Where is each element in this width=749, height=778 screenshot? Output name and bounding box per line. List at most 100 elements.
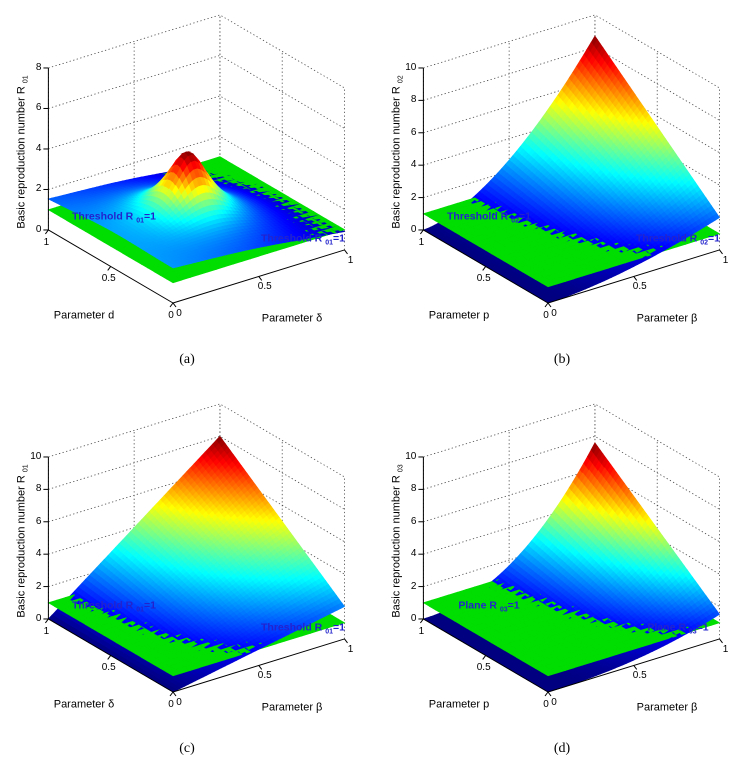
z-axis-label-subscript: 01 bbox=[22, 75, 30, 84]
tick-label: 8 bbox=[410, 483, 417, 495]
surface-plot-canvas-c bbox=[0, 389, 374, 729]
z-axis-label-subscript: 02 bbox=[397, 75, 405, 84]
threshold-label-suffix: =1 bbox=[333, 621, 345, 634]
tick-label: 0.5 bbox=[257, 281, 272, 293]
tick-label: 1 bbox=[347, 254, 354, 266]
tick-label: 10 bbox=[405, 450, 417, 462]
threshold-label-subscript: 01 bbox=[325, 628, 333, 636]
threshold-label-text: Threshold R bbox=[72, 599, 134, 612]
tick-label: 0 bbox=[543, 699, 549, 710]
tick-label: 1 bbox=[347, 643, 354, 655]
tick-label: 0 bbox=[543, 310, 549, 321]
x-axis-label: Parameter δ bbox=[261, 312, 323, 325]
tick-label: 1 bbox=[418, 236, 425, 248]
threshold-label-suffix: =1 bbox=[708, 232, 720, 245]
threshold-label-subscript: 02 bbox=[511, 217, 519, 225]
tick-label: 6 bbox=[410, 515, 417, 527]
tick-label: 2 bbox=[410, 191, 417, 203]
tick-label: 2 bbox=[410, 580, 417, 592]
tick-label: 2 bbox=[35, 183, 42, 195]
tick-label: 1 bbox=[722, 254, 729, 266]
surface-plot-canvas-b bbox=[375, 0, 749, 340]
threshold-label-subscript: 01 bbox=[325, 239, 333, 247]
y-axis-label: Parameter p bbox=[428, 698, 490, 711]
tick-label: 4 bbox=[35, 142, 42, 154]
threshold-plane-label-right: Plane R 03=1 bbox=[647, 622, 708, 635]
threshold-label-suffix: =1 bbox=[144, 599, 156, 612]
tick-label: 8 bbox=[35, 483, 42, 495]
tick-label: 0 bbox=[168, 310, 174, 321]
threshold-plane-label-right: Threshold R 01=1 bbox=[261, 233, 345, 246]
threshold-plane-label-right: Threshold R 01=1 bbox=[261, 622, 345, 635]
threshold-plane-label-left: Plane R 03=1 bbox=[458, 600, 519, 613]
threshold-label-subscript: 02 bbox=[700, 239, 708, 247]
tick-label: 6 bbox=[35, 515, 42, 527]
y-axis-label: Parameter δ bbox=[53, 698, 115, 711]
z-axis-label-text: Basic reproduction number R bbox=[15, 475, 28, 618]
z-axis-label-text: Basic reproduction number R bbox=[390, 475, 403, 618]
y-axis-label: Parameter d bbox=[53, 309, 115, 322]
threshold-label-text: Plane R bbox=[458, 599, 497, 612]
tick-label: 0 bbox=[551, 697, 557, 708]
threshold-label-text: Plane R bbox=[647, 621, 686, 634]
tick-label: 0.5 bbox=[257, 670, 272, 682]
threshold-label-text: Threshold R bbox=[447, 210, 509, 223]
threshold-label-subscript: 03 bbox=[688, 628, 697, 636]
tick-label: 0 bbox=[35, 612, 42, 624]
threshold-label-suffix: =1 bbox=[144, 210, 156, 223]
tick-label: 0 bbox=[410, 223, 417, 235]
z-axis-label: Basic reproduction number R 02 bbox=[390, 75, 405, 229]
x-axis-label: Parameter β bbox=[636, 312, 698, 325]
tick-label: 10 bbox=[30, 450, 42, 462]
threshold-label-text: Threshold R bbox=[261, 621, 323, 634]
tick-label: 1 bbox=[418, 625, 425, 637]
y-axis-label: Parameter p bbox=[428, 309, 490, 322]
threshold-label-text: Threshold R bbox=[636, 232, 698, 245]
tick-label: 4 bbox=[410, 159, 417, 171]
z-axis-label: Basic reproduction number R 01 bbox=[15, 75, 30, 229]
tick-label: 4 bbox=[410, 548, 417, 560]
z-axis-label-subscript: 03 bbox=[397, 464, 405, 473]
tick-label: 0 bbox=[35, 223, 42, 235]
z-axis-label: Basic reproduction number R 01 bbox=[15, 464, 30, 618]
tick-label: 1 bbox=[43, 625, 50, 637]
tick-label: 0.5 bbox=[101, 662, 116, 674]
threshold-label-text: Threshold R bbox=[261, 232, 323, 245]
threshold-label-text: Threshold R bbox=[72, 210, 134, 223]
tick-label: 2 bbox=[35, 580, 42, 592]
tick-label: 0 bbox=[168, 699, 174, 710]
z-axis-label-subscript: 01 bbox=[22, 464, 30, 473]
tick-label: 8 bbox=[410, 94, 417, 106]
tick-label: 6 bbox=[410, 126, 417, 138]
z-axis-label-text: Basic reproduction number R bbox=[15, 86, 28, 229]
subplot-b: Basic reproduction number R 02 Parameter… bbox=[375, 0, 749, 389]
x-axis-label: Parameter β bbox=[261, 701, 323, 714]
threshold-label-suffix: =1 bbox=[519, 210, 531, 223]
tick-label: 0.5 bbox=[101, 273, 116, 285]
tick-label: 0 bbox=[410, 612, 417, 624]
tick-label: 1 bbox=[43, 236, 50, 248]
threshold-plane-label-left: Threshold R 02=1 bbox=[447, 211, 531, 224]
threshold-label-subscript: 01 bbox=[136, 217, 144, 225]
subplot-caption: (c) bbox=[179, 741, 195, 756]
tick-label: 0.5 bbox=[476, 273, 491, 285]
threshold-plane-label-left: Threshold R 01=1 bbox=[72, 211, 156, 224]
subplot-caption: (d) bbox=[553, 741, 571, 756]
tick-label: 1 bbox=[722, 643, 729, 655]
surface-plot-canvas-a bbox=[0, 0, 374, 340]
subplot-a: Basic reproduction number R 01 Parameter… bbox=[0, 0, 374, 389]
subplot-caption: (a) bbox=[179, 352, 195, 367]
tick-label: 0.5 bbox=[632, 670, 647, 682]
tick-label: 0.5 bbox=[632, 281, 647, 293]
subplot-caption: (b) bbox=[553, 352, 571, 367]
tick-label: 0 bbox=[176, 308, 182, 319]
threshold-label-subscript: 01 bbox=[136, 606, 144, 614]
tick-label: 0 bbox=[551, 308, 557, 319]
threshold-label-suffix: =1 bbox=[333, 232, 345, 245]
z-axis-label-text: Basic reproduction number R bbox=[390, 86, 403, 229]
surface-plot-canvas-d bbox=[375, 389, 749, 729]
tick-label: 6 bbox=[35, 102, 42, 114]
tick-label: 4 bbox=[35, 548, 42, 560]
subplot-d: Basic reproduction number R 03 Parameter… bbox=[375, 389, 749, 778]
